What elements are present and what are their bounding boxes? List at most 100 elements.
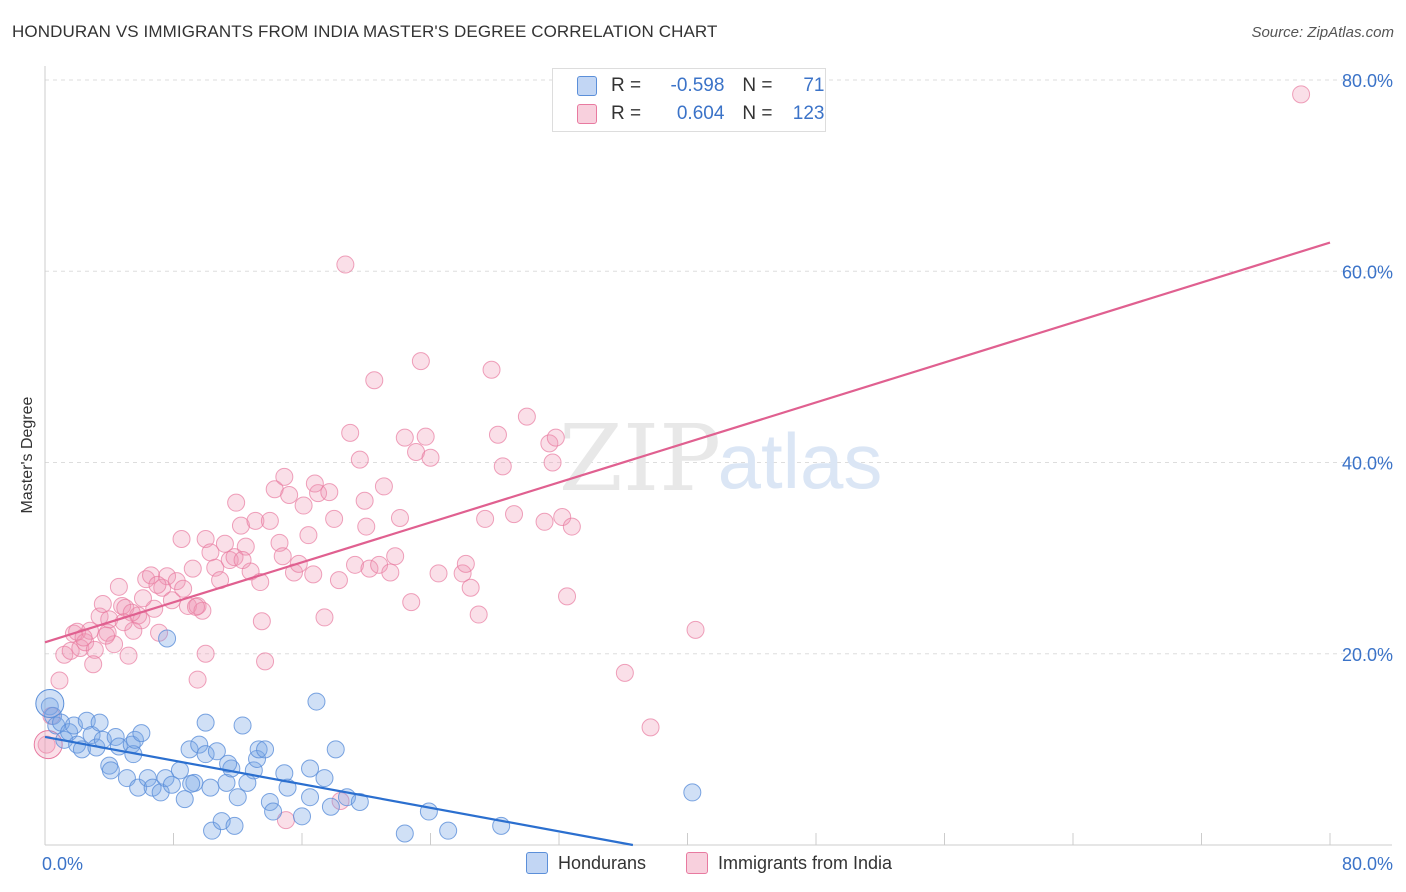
india-point <box>37 735 56 754</box>
india-point <box>183 559 202 578</box>
x-tick-label: 80.0% <box>1342 854 1393 874</box>
india-point <box>488 425 507 444</box>
india-point <box>686 620 705 639</box>
india-point <box>421 448 440 467</box>
honduran-point <box>175 790 194 809</box>
honduran-point <box>158 629 177 648</box>
series-legend-india: Immigrants from India <box>686 852 892 874</box>
india-point <box>346 555 365 574</box>
india-point <box>476 509 495 528</box>
series-legend: Hondurans Immigrants from India <box>0 852 1406 878</box>
honduran-point <box>219 754 238 773</box>
india-point <box>227 493 246 512</box>
honduran-point <box>307 692 326 711</box>
india-point <box>188 596 207 615</box>
legend-n-label: N = <box>742 103 773 124</box>
honduran-point <box>264 802 283 821</box>
honduran-point <box>125 730 144 749</box>
india-point <box>395 428 414 447</box>
legend-row-hondurans: R = -0.598 N = 71 <box>577 74 825 98</box>
india-point <box>374 477 393 496</box>
india-point <box>535 512 554 531</box>
india-point <box>546 428 565 447</box>
series-label-hondurans: Hondurans <box>558 852 647 873</box>
series-swatch-pink <box>686 852 708 874</box>
correlation-legend: R = -0.598 N = 71 R = 0.604 N = 123 <box>552 68 826 132</box>
honduran-point <box>683 783 702 802</box>
honduran-point <box>293 807 311 826</box>
honduran-point <box>225 816 244 835</box>
india-point <box>98 623 117 642</box>
india-point <box>350 450 369 469</box>
honduran-point <box>207 742 226 761</box>
india-point <box>299 526 318 545</box>
india-point <box>469 605 488 624</box>
india-point <box>360 559 379 578</box>
india-point-large <box>33 730 63 760</box>
india-point <box>93 595 112 614</box>
legend-swatch-blue <box>577 76 597 96</box>
honduran-point <box>321 797 340 816</box>
india-point <box>256 652 275 671</box>
honduran-point <box>350 792 369 811</box>
india-point <box>320 483 339 502</box>
india-point <box>109 577 128 596</box>
legend-r-value: 0.604 <box>676 103 725 124</box>
india-point <box>246 511 265 530</box>
india-point <box>429 564 448 583</box>
honduran-point <box>395 824 414 843</box>
india-point <box>220 551 239 570</box>
honduran-point <box>256 740 275 759</box>
india-point <box>233 551 252 570</box>
series-label-india: Immigrants from India <box>718 852 893 873</box>
honduran-point <box>301 759 320 778</box>
india-point <box>174 579 193 598</box>
india-point <box>231 516 250 535</box>
india-point <box>85 640 104 659</box>
india-point <box>305 474 324 493</box>
india-point <box>196 644 215 663</box>
honduran-point <box>326 740 345 759</box>
honduran-point <box>196 745 215 764</box>
series-legend-hondurans: Hondurans <box>526 852 646 874</box>
honduran-point <box>129 778 148 797</box>
honduran-point <box>249 740 268 759</box>
india-point <box>84 655 103 674</box>
y-tick-label: 60.0% <box>1342 262 1393 282</box>
x-tick-label: 0.0% <box>42 854 83 874</box>
india-point <box>416 427 435 446</box>
honduran-point <box>162 775 181 794</box>
india-point <box>411 352 430 371</box>
india-point <box>270 533 289 552</box>
honduran-point <box>156 769 175 788</box>
india-point <box>294 496 313 515</box>
india-point <box>615 663 634 682</box>
india-point <box>493 457 512 476</box>
india-point <box>505 505 524 524</box>
india-point <box>148 575 167 594</box>
source-label: Source: ZipAtlas.com <box>1251 24 1394 41</box>
india-point <box>381 563 400 582</box>
legend-n-label: N = <box>742 75 773 96</box>
honduran-point <box>201 778 220 797</box>
honduran-point <box>315 769 334 788</box>
india-point <box>517 407 536 426</box>
india-point <box>558 587 577 606</box>
india-point <box>1292 85 1311 104</box>
india-point <box>188 670 207 689</box>
legend-n-value: 71 <box>803 75 825 96</box>
honduran-point <box>439 821 458 840</box>
india-point <box>357 517 376 536</box>
chart-title: HONDURAN VS IMMIGRANTS FROM INDIA MASTER… <box>12 22 718 41</box>
legend-n-value: 123 <box>792 103 825 124</box>
honduran-point-large <box>35 688 65 718</box>
india-point <box>390 508 409 527</box>
legend-r-label: R = <box>611 103 642 124</box>
india-point <box>114 613 133 632</box>
india-point <box>461 578 480 597</box>
honduran-point <box>301 788 320 807</box>
india-point <box>275 467 294 486</box>
honduran-point <box>182 774 201 793</box>
india-point <box>119 646 138 665</box>
